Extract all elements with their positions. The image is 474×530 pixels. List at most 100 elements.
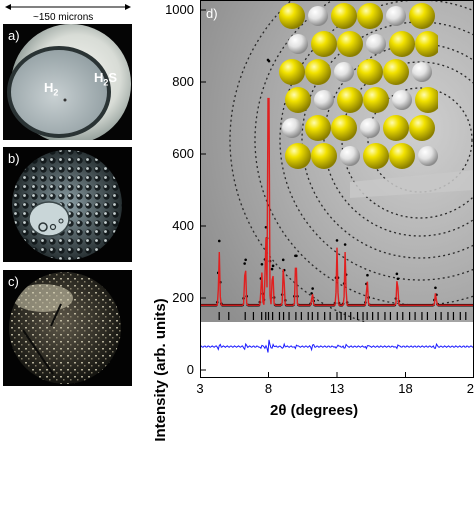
- sulfur-atom: [311, 143, 337, 169]
- plot-area: [198, 0, 474, 378]
- observed-point: [243, 262, 246, 265]
- hydrogen-atom: [340, 146, 360, 166]
- scale-bar: [5, 2, 131, 16]
- micrograph-b-image: [3, 147, 132, 262]
- sulfur-atom: [415, 31, 441, 57]
- x-tick-label: 8: [264, 381, 273, 396]
- x-axis-ticks: [199, 372, 474, 378]
- sulfur-atom: [285, 87, 311, 113]
- hydrogen-atom: [392, 90, 412, 110]
- observed-point: [270, 267, 274, 271]
- sulfur-atom: [305, 115, 331, 141]
- sulfur-atom: [415, 87, 441, 113]
- h2s-label: H2S: [94, 70, 117, 88]
- hydrogen-atom: [314, 90, 334, 110]
- sulfur-atom: [357, 59, 383, 85]
- y-tick-label: 400: [172, 218, 194, 233]
- y-tick-label: 600: [172, 146, 194, 161]
- micrograph-a: [3, 24, 132, 140]
- sulfur-atom: [363, 143, 389, 169]
- x-tick-label: 18: [398, 381, 413, 396]
- scale-bar-label: ~150 microns: [33, 12, 94, 23]
- difference-series: [199, 339, 474, 353]
- panel-a-label: a): [8, 28, 20, 43]
- sulfur-atom: [337, 87, 363, 113]
- observed-point: [335, 239, 339, 242]
- sulfur-atom: [279, 3, 305, 29]
- observed-point: [217, 239, 221, 243]
- observed-point: [244, 258, 247, 262]
- hydrogen-atom: [334, 62, 354, 82]
- x-axis-label: 2θ (degrees): [270, 402, 359, 419]
- sulfur-atom: [389, 143, 415, 169]
- hydrogen-atom: [288, 34, 308, 54]
- observed-point: [310, 292, 313, 295]
- observed-point: [295, 254, 298, 258]
- sulfur-atom: [383, 59, 409, 85]
- observed-point: [281, 258, 285, 262]
- observed-point: [271, 264, 275, 268]
- x-tick-label: 3: [196, 381, 204, 396]
- sulfur-atom: [383, 115, 409, 141]
- panel-d-label: d): [206, 6, 218, 21]
- h2-label-sub: 2: [53, 87, 59, 98]
- observed-point: [396, 277, 400, 281]
- hydrogen-atom: [360, 118, 380, 138]
- reflection-ticks: [218, 312, 467, 320]
- sulfur-atom: [363, 87, 389, 113]
- observed-point: [311, 287, 314, 290]
- sulfur-atom: [389, 31, 415, 57]
- h2-label-main: H: [44, 80, 54, 95]
- scale-arrow-icon: [5, 4, 131, 10]
- sulfur-atom: [331, 3, 357, 29]
- observed-point: [260, 262, 264, 266]
- h2s-label-main: H: [94, 70, 104, 85]
- sulfur-atom: [357, 3, 383, 29]
- hydrogen-atom: [308, 6, 328, 26]
- y-axis-label: Intensity (arb. units): [152, 298, 169, 442]
- y-tick-label: 0: [186, 362, 194, 377]
- micrograph-c: [3, 270, 132, 386]
- crystal-structure-svg: [279, 3, 441, 169]
- crystal-spheres: [279, 3, 441, 169]
- observed-point: [434, 286, 437, 290]
- hydrogen-atom: [418, 146, 438, 166]
- calculated-series: [200, 97, 474, 306]
- sulfur-atom: [311, 31, 337, 57]
- hydrogen-atom: [282, 118, 302, 138]
- observed-point: [366, 273, 369, 277]
- difference-panel-bg: [200, 322, 474, 378]
- sulfur-atom: [279, 59, 305, 85]
- y-tick-label: 1000: [165, 2, 194, 17]
- hydrogen-atom: [386, 6, 406, 26]
- x-tick-label: 13: [329, 381, 345, 396]
- crystal-structure-inset: [278, 0, 441, 180]
- panel-c-label: c): [8, 274, 19, 289]
- micrograph-a-image: [3, 24, 132, 140]
- observed-point: [395, 272, 399, 276]
- hydrogen-atom: [412, 62, 432, 82]
- sulfur-atom: [409, 115, 435, 141]
- observed-point: [264, 225, 268, 229]
- h2-label: H2: [44, 80, 58, 98]
- h2s-label-tail: S: [108, 70, 118, 85]
- h2s-label-sub: 2: [103, 77, 109, 88]
- micrograph-b: [3, 147, 132, 262]
- difference-line: [199, 339, 474, 353]
- plot-svg: [198, 0, 474, 378]
- y-tick-label: 800: [172, 74, 194, 89]
- sulfur-atom: [337, 31, 363, 57]
- micrograph-c-image: [3, 270, 132, 386]
- sulfur-atom: [331, 115, 357, 141]
- sulfur-atom: [409, 3, 435, 29]
- x-tick-label: 23: [466, 381, 474, 396]
- sulfur-atom: [305, 59, 331, 85]
- y-tick-label: 200: [172, 290, 194, 305]
- sulfur-atom: [285, 143, 311, 169]
- observed-point: [267, 59, 271, 63]
- hydrogen-atom: [366, 34, 386, 54]
- panel-b-label: b): [8, 151, 20, 166]
- observed-point: [343, 243, 347, 246]
- plot-frame: [200, 0, 474, 378]
- y-axis-ticks: [200, 9, 206, 371]
